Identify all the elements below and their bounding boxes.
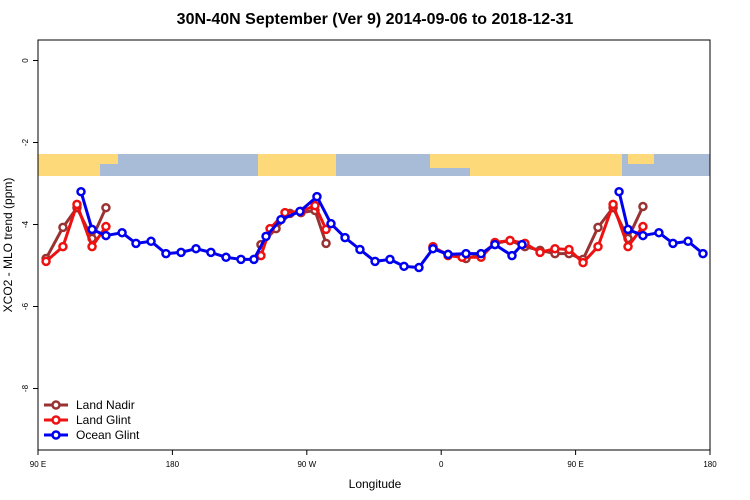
data-point [312,191,322,202]
data-point [236,254,246,265]
land-strip [628,154,654,164]
land-strip [258,154,336,176]
data-point [340,232,350,243]
data-point [461,248,471,259]
data-point [176,247,186,258]
x-axis-label: Longitude [349,477,402,491]
data-point [593,241,603,252]
x-tick-label: 90 W [297,460,316,469]
data-point [490,239,500,250]
data-point [146,236,156,247]
legend-label: Land Nadir [76,398,135,412]
data-point [131,238,141,249]
legend-marker [51,430,61,440]
data-point [517,239,527,250]
x-tick-label: 180 [166,460,180,469]
x-tick-label: 90 E [567,460,583,469]
data-point [638,221,648,232]
legend-label: Land Glint [76,413,131,427]
data-point [161,248,171,259]
data-point [698,248,708,259]
land-strip [470,154,600,176]
data-point [295,206,305,217]
data-point [221,252,231,263]
legend-marker [51,400,61,410]
land-strip [100,154,118,164]
data-point [593,222,603,233]
data-point [476,248,486,259]
data-point [654,227,664,238]
data-point [623,224,633,235]
data-point [623,241,633,252]
data-point [101,230,111,241]
data-point [414,262,424,273]
data-point [72,199,82,210]
data-point [507,250,517,261]
data-point [428,243,438,254]
data-point [276,214,286,225]
data-point [638,201,648,212]
data-point [550,243,560,254]
data-point [321,224,331,235]
y-tick-label: -6 [21,302,30,310]
data-point [385,254,395,265]
data-point [87,241,97,252]
data-point [321,238,331,249]
data-point [87,224,97,235]
data-point [58,222,68,233]
data-point [683,236,693,247]
data-point [564,244,574,255]
land-strip [430,154,470,168]
plot-frame [37,39,711,451]
land-strip [600,154,622,176]
data-point [310,200,320,211]
data-point [58,241,68,252]
data-point [370,256,380,267]
data-point [608,199,618,210]
data-point [578,257,588,268]
data-point [261,231,271,242]
map-strip [38,154,710,176]
land-strip [38,154,100,176]
y-tick-label: -2 [21,138,30,146]
x-tick-label: 180 [703,460,717,469]
y-tick-label: -4 [21,220,30,228]
data-point [355,244,365,255]
legend-label: Ocean Glint [76,428,140,442]
y-axis-label: XCO2 - MLO trend (ppm) [1,178,15,313]
x-tick-label: 0 [439,460,444,469]
data-point [76,186,86,197]
chart-title: 30N-40N September (Ver 9) 2014-09-06 to … [177,11,574,28]
data-point [535,247,545,258]
data-point [399,261,409,272]
data-point [206,247,216,258]
data-point [191,243,201,254]
x-tick-label: 90 E [30,460,46,469]
y-tick-label: 0 [21,58,30,63]
data-point [638,230,648,241]
data-point [668,238,678,249]
data-point [326,218,336,229]
data-point [614,186,624,197]
data-point [101,202,111,213]
data-point [101,221,111,232]
legend-marker [51,415,61,425]
data-point [41,256,51,267]
data-point [249,254,259,265]
data-point [117,227,127,238]
data-point [505,235,515,246]
data-point [280,207,290,218]
data-point [443,249,453,260]
y-tick-label: -8 [21,384,30,392]
